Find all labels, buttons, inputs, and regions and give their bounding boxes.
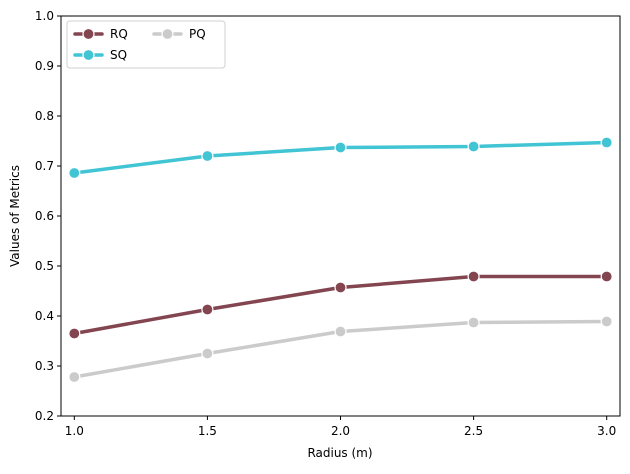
data-point-pq [600,315,613,328]
x-tick-label: 2.5 [464,424,483,438]
series-sq [68,136,613,180]
plot-background [61,16,620,416]
y-tick-label: 0.4 [35,309,54,323]
x-tick-label: 3.0 [597,424,616,438]
legend-label: PQ [189,27,206,41]
x-axis: 1.0 1.5 2.0 2.5 3.0 [65,416,616,438]
y-tick-label: 1.0 [35,9,54,23]
data-point-sq [201,149,214,163]
data-point-sq [334,141,347,154]
y-tick-label: 0.3 [35,359,54,373]
data-point-pq [467,316,480,329]
y-tick-label: 0.6 [35,209,54,223]
legend-frame [66,20,226,69]
series-pq [68,315,613,384]
data-point-rq [467,270,480,283]
x-tick-label: 1.0 [65,424,84,438]
data-point-sq [467,140,480,153]
data-point-pq [68,370,81,384]
y-tick-label: 0.2 [35,409,54,423]
legend-swatch-marker [161,27,174,41]
legend-label: RQ [110,27,128,41]
data-point-rq [600,270,613,283]
series-layer [68,136,613,384]
y-tick-label: 0.7 [35,159,54,173]
legend-swatch-marker [82,27,95,41]
x-tick-label: 2.0 [331,424,350,438]
series-rq [68,270,613,340]
x-tick-label: 1.5 [198,424,217,438]
legend-item-rq: RQ [73,27,128,41]
data-point-pq [201,347,214,360]
data-point-rq [334,281,347,294]
y-tick-label: 0.9 [35,59,54,73]
x-axis-label: Radius (m) [307,446,372,460]
y-tick-label: 0.5 [35,259,54,273]
y-axis-label: Values of Metrics [8,165,22,267]
y-axis: 0.2 0.3 0.4 0.5 0.6 0.7 0.8 0.9 1.0 [35,9,61,423]
data-point-sq [600,136,613,149]
data-point-rq [201,303,214,316]
legend-item-pq: PQ [152,27,206,41]
data-point-rq [68,327,81,340]
y-tick-label: 0.8 [35,109,54,123]
legend-label: SQ [110,48,127,62]
legend: RQ SQ PQ [66,20,226,69]
legend-swatch-marker [82,48,95,62]
data-point-pq [334,325,347,338]
data-point-sq [68,166,81,180]
legend-item-sq: SQ [73,48,127,62]
